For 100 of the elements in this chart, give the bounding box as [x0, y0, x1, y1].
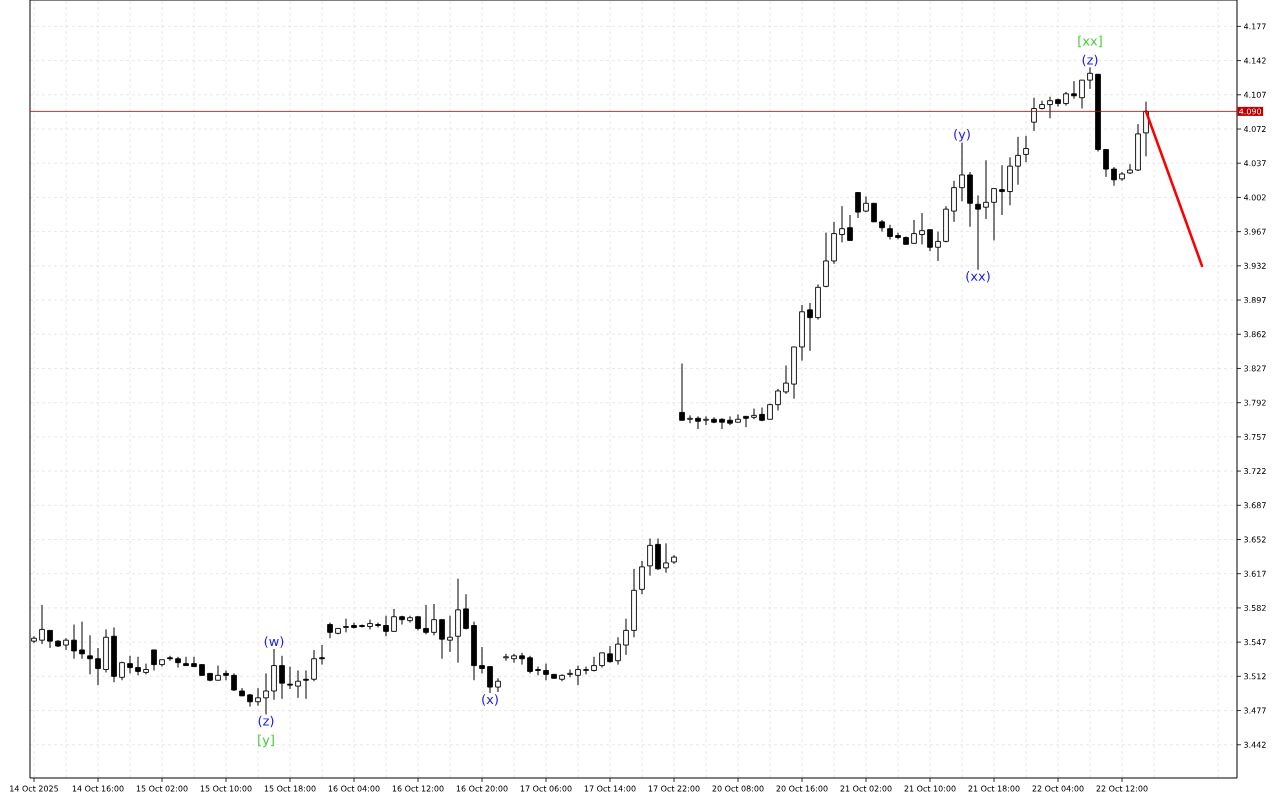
x-tick-label: 15 Oct 18:00: [264, 785, 316, 792]
candlestick: [1079, 79, 1085, 109]
candlestick: [919, 212, 925, 245]
candlestick: [71, 624, 77, 660]
y-tick-label: 3.757: [1244, 433, 1266, 440]
candlestick: [535, 666, 541, 676]
candlestick: [575, 665, 581, 686]
candlestick: [1047, 96, 1053, 119]
candlestick: [1023, 135, 1029, 163]
y-tick-label: 3.617: [1244, 570, 1266, 577]
candlestick: [319, 644, 325, 666]
candlestick: [287, 666, 293, 690]
candlestick: [1087, 66, 1093, 90]
y-tick-label: 3.687: [1244, 502, 1266, 509]
x-tick-label: 17 Oct 22:00: [648, 785, 700, 792]
candlestick: [623, 618, 629, 656]
candlestick: [567, 669, 573, 678]
candlestick: [439, 619, 445, 660]
candlestick: [479, 646, 485, 674]
candlestick: [1111, 166, 1117, 187]
candlestick: [1015, 136, 1021, 186]
y-tick-label: 4.107: [1243, 91, 1266, 98]
y-tick-label: 3.722: [1244, 468, 1266, 475]
annotation: [xx]: [1078, 35, 1102, 48]
candlestick: [303, 669, 309, 700]
candlestick: [735, 413, 741, 423]
candlestick: [399, 615, 405, 626]
candlestick: [503, 653, 509, 662]
candlestick: [1071, 80, 1077, 100]
candlestick: [95, 647, 101, 686]
candlestick: [615, 636, 621, 666]
candlestick: [215, 665, 221, 681]
candlestick: [295, 669, 301, 699]
x-tick-label: 17 Oct 14:00: [584, 785, 636, 792]
candlestick: [679, 363, 685, 421]
candlestick: [423, 604, 429, 635]
candlestick: [663, 542, 669, 574]
candlestick: [431, 603, 437, 636]
candlestick: [703, 415, 709, 426]
y-tick-label: 3.792: [1244, 399, 1266, 406]
candlestick: [647, 538, 653, 577]
y-tick-label: 3.862: [1244, 331, 1266, 338]
y-tick-label: 3.932: [1244, 262, 1266, 269]
candlestick: [487, 666, 493, 694]
candlestick: [519, 652, 525, 666]
annotation: (z): [1082, 54, 1098, 67]
candlestick: [87, 634, 93, 675]
x-tick-label: 21 Oct 02:00: [840, 785, 892, 792]
candlestick: [39, 604, 45, 645]
y-tick-label: 3.582: [1244, 604, 1266, 611]
candlestick: [695, 415, 701, 430]
annotation: (w): [264, 636, 284, 648]
y-tick-label: 4.177: [1243, 23, 1266, 30]
y-tick-label: 3.967: [1244, 228, 1266, 235]
candlestick: [951, 180, 957, 223]
candlestick: [607, 645, 613, 664]
ref-line-label: 4.090: [1239, 108, 1262, 115]
candlestick: [543, 663, 549, 681]
candlestick: [383, 615, 389, 637]
candlestick: [463, 593, 469, 630]
candlestick: [223, 669, 229, 681]
y-tick-label: 4.142: [1243, 57, 1266, 64]
candlestick: [1031, 97, 1037, 132]
y-tick-label: 3.512: [1244, 673, 1266, 680]
candlestick: [991, 188, 997, 241]
candlestick: [839, 205, 845, 243]
candlestick: [871, 202, 877, 223]
x-tick-label: 22 Oct 12:00: [1096, 785, 1148, 792]
candlestick: [183, 656, 189, 667]
x-tick-label: 21 Oct 10:00: [904, 785, 956, 792]
candlestick: [367, 619, 373, 630]
candlestick: [1127, 163, 1133, 175]
y-tick-label: 4.002: [1243, 194, 1266, 201]
x-tick-label: 16 Oct 20:00: [456, 785, 508, 792]
annotation: [y]: [258, 734, 274, 748]
annotation: (x): [482, 694, 498, 706]
y-tick-label: 3.477: [1244, 707, 1266, 714]
candlestick: [279, 655, 285, 700]
candlestick: [511, 653, 517, 664]
x-tick-label: 17 Oct 06:00: [520, 785, 572, 792]
candlestick: [927, 229, 933, 252]
candlestick: [135, 656, 141, 676]
x-tick-label: 15 Oct 02:00: [136, 785, 188, 792]
candlestick: [495, 677, 501, 693]
x-tick-label: 20 Oct 08:00: [712, 785, 764, 792]
candlestick: [1103, 149, 1109, 178]
candlestick: [751, 408, 757, 420]
candlestick: [263, 672, 269, 715]
candlestick: [343, 618, 349, 633]
candlestick: [151, 649, 157, 671]
y-tick-label: 4.072: [1243, 125, 1266, 133]
candlestick: [391, 608, 397, 632]
candlestick: [775, 388, 781, 411]
y-tick-label: 3.827: [1244, 365, 1266, 372]
candlestick: [783, 365, 789, 395]
y-tick-label: 3.652: [1244, 536, 1266, 543]
candlestick: [127, 655, 133, 674]
candlestick: [63, 637, 69, 651]
x-tick-label: 20 Oct 16:00: [776, 785, 828, 792]
candlestick: [79, 621, 85, 660]
